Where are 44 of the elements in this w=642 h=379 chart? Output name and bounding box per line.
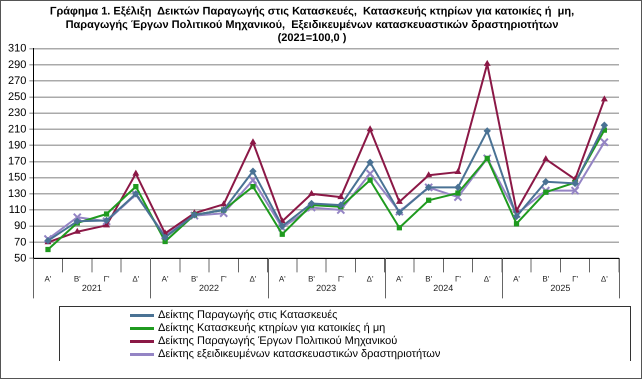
legend-label: Δείκτης εξειδικευμένων κατασκευαστικών δραστηριοτήτων xyxy=(158,348,440,361)
x-tick-label: Α' xyxy=(44,274,52,284)
x-tick-label: Β' xyxy=(308,274,316,284)
x-tick-label: Β' xyxy=(190,274,198,284)
y-tick-label: 50 xyxy=(14,252,26,264)
x-tick-label: Γ' xyxy=(220,274,228,284)
text: 2021 xyxy=(82,282,102,293)
y-tick-label: 110 xyxy=(8,204,26,216)
y-tick-label: 230 xyxy=(8,107,26,120)
y-tick-label: 90 xyxy=(14,220,26,232)
y-tick-label: 290 xyxy=(8,58,26,71)
x-tick-label: Α' xyxy=(162,274,170,284)
y-tick-label: 130 xyxy=(8,188,26,200)
x-tick-label: Γ' xyxy=(454,274,462,284)
x-tick-label: Α' xyxy=(396,274,404,284)
text: 2024 xyxy=(433,282,454,293)
chart-title: Γράφημα 1. Εξέλιξη Δεικτών Παραγωγής στις Κατασκευές, Κατασκευής κτηρίων για κατοικίες ή μη, Παραγωγής Έργων Πολιτικού Μηχανικού, Εξειδικευμένων κατασκευαστικών δραστηριοτήτων (2021=100,0 ) xyxy=(50,6,574,44)
legend-label: Δείκτης Κατασκευής κτηρίων για κατοικίες ή μη xyxy=(158,322,386,335)
y-tick-label: 170 xyxy=(8,156,26,168)
x-tick-label: Β' xyxy=(425,274,433,284)
x-tick-label: Β' xyxy=(74,274,82,284)
text: 2023 xyxy=(316,282,336,293)
x-tick-label: Δ' xyxy=(250,274,257,284)
x-tick-label: Δ' xyxy=(600,274,608,284)
legend-label: Δείκτης Παραγωγής στις Κατασκευές xyxy=(158,309,338,322)
x-tick-label: Α' xyxy=(278,274,286,284)
legend-label: Δείκτης Παραγωγής Έργων Πολιτικού Μηχανικού xyxy=(158,335,398,348)
x-tick-label: Β' xyxy=(542,274,550,284)
y-tick-label: 270 xyxy=(8,74,26,87)
y-tick-label: 250 xyxy=(8,91,26,104)
x-tick-label: Γ' xyxy=(104,274,110,284)
y-tick-label: 190 xyxy=(8,139,26,152)
y-tick-label: 150 xyxy=(8,172,26,184)
y-tick-label: 310 xyxy=(8,42,26,55)
x-tick-label: Δ' xyxy=(366,274,374,284)
x-tick-label: Γ' xyxy=(338,274,344,284)
text: 2025 xyxy=(550,282,570,293)
text: 2022 xyxy=(199,282,220,293)
x-tick-label: Δ' xyxy=(484,274,492,284)
x-tick-label: Α' xyxy=(513,274,520,284)
y-tick-label: 70 xyxy=(14,236,26,248)
x-tick-label: Γ' xyxy=(572,274,579,284)
y-tick-label: 210 xyxy=(8,123,26,136)
x-tick-label: Δ' xyxy=(132,274,140,284)
